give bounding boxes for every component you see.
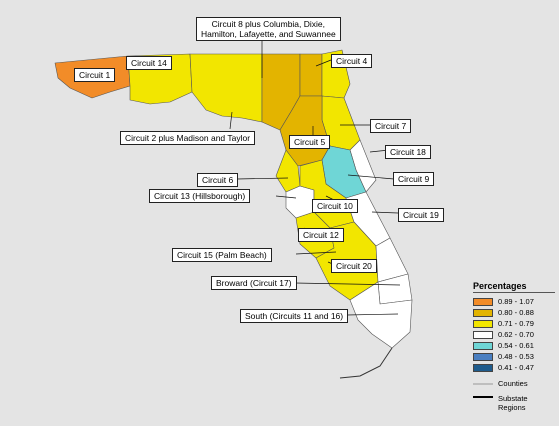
legend-swatch bbox=[473, 363, 493, 372]
label-circuit1: Circuit 1 bbox=[74, 68, 116, 82]
legend-counties-label: Counties bbox=[498, 379, 528, 388]
legend-item: 0.71 - 0.79 bbox=[473, 318, 555, 329]
legend-label: 0.80 - 0.88 bbox=[498, 308, 534, 317]
label-circuit4: Circuit 4 bbox=[331, 54, 373, 68]
label-circuit2: Circuit 2 plus Madison and Taylor bbox=[120, 131, 256, 145]
legend-counties: Counties bbox=[473, 379, 555, 388]
legend-swatch bbox=[473, 330, 493, 339]
legend-substate: Substate Regions bbox=[473, 394, 555, 412]
region-circuit3 bbox=[299, 53, 323, 97]
label-circuit7: Circuit 7 bbox=[370, 119, 412, 133]
region-south bbox=[349, 281, 413, 349]
label-circuit19: Circuit 19 bbox=[398, 208, 444, 222]
legend-item: 0.80 - 0.88 bbox=[473, 307, 555, 318]
region-circuit2 bbox=[189, 53, 263, 123]
legend-item: 0.54 - 0.61 bbox=[473, 340, 555, 351]
legend-bins: 0.89 - 1.07 0.80 - 0.88 0.71 - 0.79 0.62 - … bbox=[473, 296, 555, 373]
legend-swatch bbox=[473, 341, 493, 350]
label-circuit10: Circuit 10 bbox=[312, 199, 358, 213]
label-circuit17: Broward (Circuit 17) bbox=[211, 276, 297, 290]
label-circuit8: Circuit 8 plus Columbia, Dixie, Hamilton… bbox=[196, 17, 341, 41]
legend-label: 0.89 - 1.07 bbox=[498, 297, 534, 306]
legend-label: 0.54 - 0.61 bbox=[498, 341, 534, 350]
legend-swatch bbox=[473, 308, 493, 317]
label-south: South (Circuits 11 and 16) bbox=[240, 309, 349, 323]
legend-swatch bbox=[473, 352, 493, 361]
legend-label: 0.71 - 0.79 bbox=[498, 319, 534, 328]
legend-swatch bbox=[473, 319, 493, 328]
florida-keys bbox=[339, 347, 393, 379]
substate-line-icon bbox=[473, 396, 493, 398]
legend: Percentages 0.89 - 1.07 0.80 - 0.88 0.71 -… bbox=[473, 281, 555, 412]
legend-item: 0.62 - 0.70 bbox=[473, 329, 555, 340]
legend-item: 0.48 - 0.53 bbox=[473, 351, 555, 362]
legend-title: Percentages bbox=[473, 281, 555, 293]
legend-label: 0.62 - 0.70 bbox=[498, 330, 534, 339]
counties-line-icon bbox=[473, 383, 493, 384]
legend-item: 0.89 - 1.07 bbox=[473, 296, 555, 307]
legend-substate-label: Substate Regions bbox=[498, 394, 528, 412]
label-circuit5: Circuit 5 bbox=[289, 135, 331, 149]
label-circuit6: Circuit 6 bbox=[197, 173, 239, 187]
label-circuit14: Circuit 14 bbox=[126, 56, 172, 70]
legend-item: 0.41 - 0.47 bbox=[473, 362, 555, 373]
label-circuit13: Circuit 13 (Hillsborough) bbox=[149, 189, 251, 203]
leader-lines bbox=[97, 40, 401, 316]
label-circuit12: Circuit 12 bbox=[298, 228, 344, 242]
legend-label: 0.41 - 0.47 bbox=[498, 363, 534, 372]
label-circuit20: Circuit 20 bbox=[331, 259, 377, 273]
legend-label: 0.48 - 0.53 bbox=[498, 352, 534, 361]
label-circuit15: Circuit 15 (Palm Beach) bbox=[172, 248, 272, 262]
legend-swatch bbox=[473, 297, 493, 306]
label-circuit18: Circuit 18 bbox=[385, 145, 431, 159]
label-circuit9: Circuit 9 bbox=[393, 172, 435, 186]
